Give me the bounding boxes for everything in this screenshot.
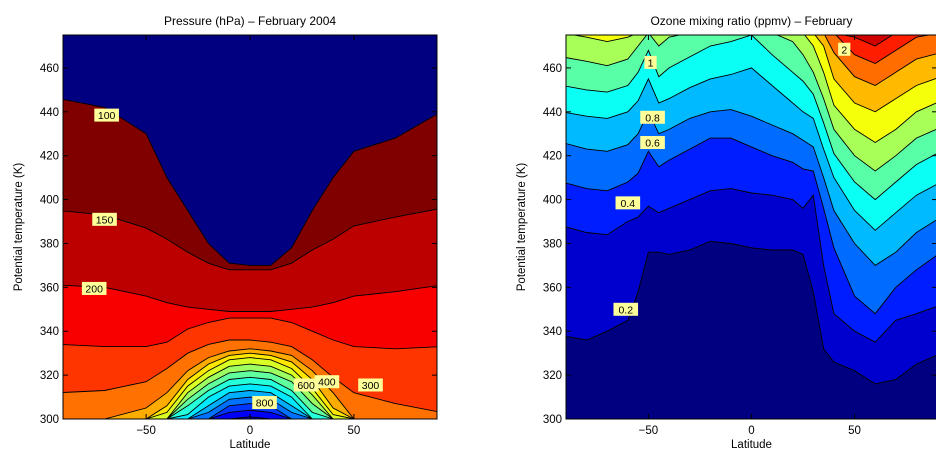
ozone-chart-title: Ozone mixing ratio (ppmv) – February [650, 14, 852, 28]
pressure-contour-line-350 [63, 348, 437, 419]
pressure-contour-line-550 [63, 370, 437, 419]
pressure-contour-line-400 [63, 352, 437, 419]
panel-ozone: 1 0.8 0.6 0.4 0.2 2 −50 0 50 300 320 340 360 380 400 42… [516, 14, 936, 451]
pressure-x-tick-label: 50 [347, 425, 360, 437]
svg-text:1: 1 [648, 57, 654, 69]
ozone-contour-line-2.4 [842, 35, 894, 47]
ozone-y-tick-label: 320 [543, 370, 562, 382]
svg-text:0.6: 0.6 [645, 138, 660, 150]
pressure-contour-line-150 [63, 208, 437, 271]
pressure-y-tick-label: 340 [40, 326, 59, 338]
ozone-x-tick-label: 50 [848, 425, 861, 437]
ozone-contour-label: 1 [644, 55, 657, 69]
svg-text:100: 100 [98, 110, 116, 122]
ozone-y-tick-label: 300 [543, 414, 562, 426]
ozone-y-tick-label: 380 [543, 238, 562, 250]
pressure-y-tick-label: 320 [40, 370, 59, 382]
pressure-y-tick-label: 460 [40, 63, 59, 75]
pressure-y-tick-label: 380 [40, 238, 59, 250]
pressure-contour-line-250 [63, 317, 437, 350]
ozone-y-tick-label: 340 [543, 326, 562, 338]
pressure-plot-area [63, 35, 437, 419]
svg-text:0.8: 0.8 [645, 112, 660, 124]
pressure-contour-label: 300 [358, 378, 383, 392]
svg-text:400: 400 [318, 377, 336, 389]
ozone-contour-label: 0.2 [613, 302, 639, 316]
ozone-y-tick-label: 460 [543, 63, 562, 75]
svg-text:200: 200 [85, 283, 103, 295]
ozone-y-tick-label: 420 [543, 151, 562, 163]
pressure-y-tick-label: 420 [40, 151, 59, 163]
pressure-contour-line-600 [63, 376, 437, 419]
svg-text:800: 800 [256, 398, 274, 410]
pressure-x-tick-label: −50 [136, 425, 156, 437]
pressure-chart-title: Pressure (hPa) – February 2004 [164, 14, 336, 28]
ozone-contour-line-1.4 [566, 35, 936, 172]
svg-text:150: 150 [96, 214, 114, 226]
ozone-y-tick-label: 360 [543, 282, 562, 294]
pressure-contour-line-800 [63, 403, 437, 419]
pressure-contour-label: 800 [252, 396, 277, 410]
ozone-contour-line-0.6 [566, 137, 936, 315]
ozone-contour-label: 0.8 [640, 110, 665, 124]
pressure-contour-label: 100 [94, 108, 119, 122]
pressure-x-axis-label: Latitude [230, 439, 271, 451]
ozone-contour-line-1 [566, 67, 936, 231]
pressure-contour-line-200 [63, 284, 437, 312]
ozone-x-tick-label: −50 [639, 425, 659, 437]
pressure-contour-line-500 [63, 363, 437, 419]
svg-text:300: 300 [362, 380, 380, 392]
ozone-contour-label: 2 [838, 42, 851, 56]
ozone-contour-line-2 [824, 35, 936, 87]
pressure-y-tick-label: 440 [40, 107, 59, 119]
ozone-x-tick-label: 0 [748, 425, 754, 437]
ozone-contour-line-0.8 [566, 109, 936, 266]
pressure-x-tick-label: 0 [247, 425, 253, 437]
pressure-contour-line-650 [63, 383, 437, 419]
ozone-contour-line-1.2 [566, 35, 936, 201]
pressure-contour-label: 150 [92, 212, 117, 226]
ozone-y-tick-label: 440 [543, 107, 562, 119]
pressure-contour-line-700 [63, 390, 437, 419]
pressure-contour-label: 400 [314, 375, 340, 389]
pressure-y-tick-label: 400 [40, 195, 59, 207]
pressure-contour-line-750 [63, 396, 437, 419]
svg-text:0.4: 0.4 [621, 198, 636, 210]
ozone-contour-label: 0.6 [640, 136, 665, 150]
pressure-contour-line-850 [63, 409, 437, 419]
ozone-y-tick-label: 400 [543, 195, 562, 207]
ozone-contour-line-1.8 [814, 35, 936, 113]
svg-text:2: 2 [841, 44, 847, 56]
pressure-contour-line-450 [63, 357, 437, 419]
pressure-contour-label: 600 [293, 378, 319, 392]
pressure-contour-line-300 [63, 339, 437, 413]
ozone-contour-label: 0.4 [615, 196, 641, 210]
pressure-contour-label: 200 [81, 281, 107, 295]
pressure-y-tick-label: 300 [40, 414, 59, 426]
ozone-plot-area [566, 35, 936, 419]
ozone-y-axis-label: Potential temperature (K) [516, 163, 528, 292]
ozone-contour-line-0.2 [566, 240, 936, 385]
pressure-contour-line-100 [63, 98, 437, 266]
ozone-contour-line-1.6 [571, 35, 936, 144]
pressure-y-tick-label: 360 [40, 282, 59, 294]
ozone-x-axis-label: Latitude [731, 439, 772, 451]
ozone-contour-line-0.4 [566, 188, 936, 343]
pressure-y-axis-label: Potential temperature (K) [13, 163, 25, 292]
svg-text:0.2: 0.2 [618, 304, 633, 316]
ozone-contour-line-2.2 [835, 35, 932, 65]
svg-text:600: 600 [297, 380, 315, 392]
